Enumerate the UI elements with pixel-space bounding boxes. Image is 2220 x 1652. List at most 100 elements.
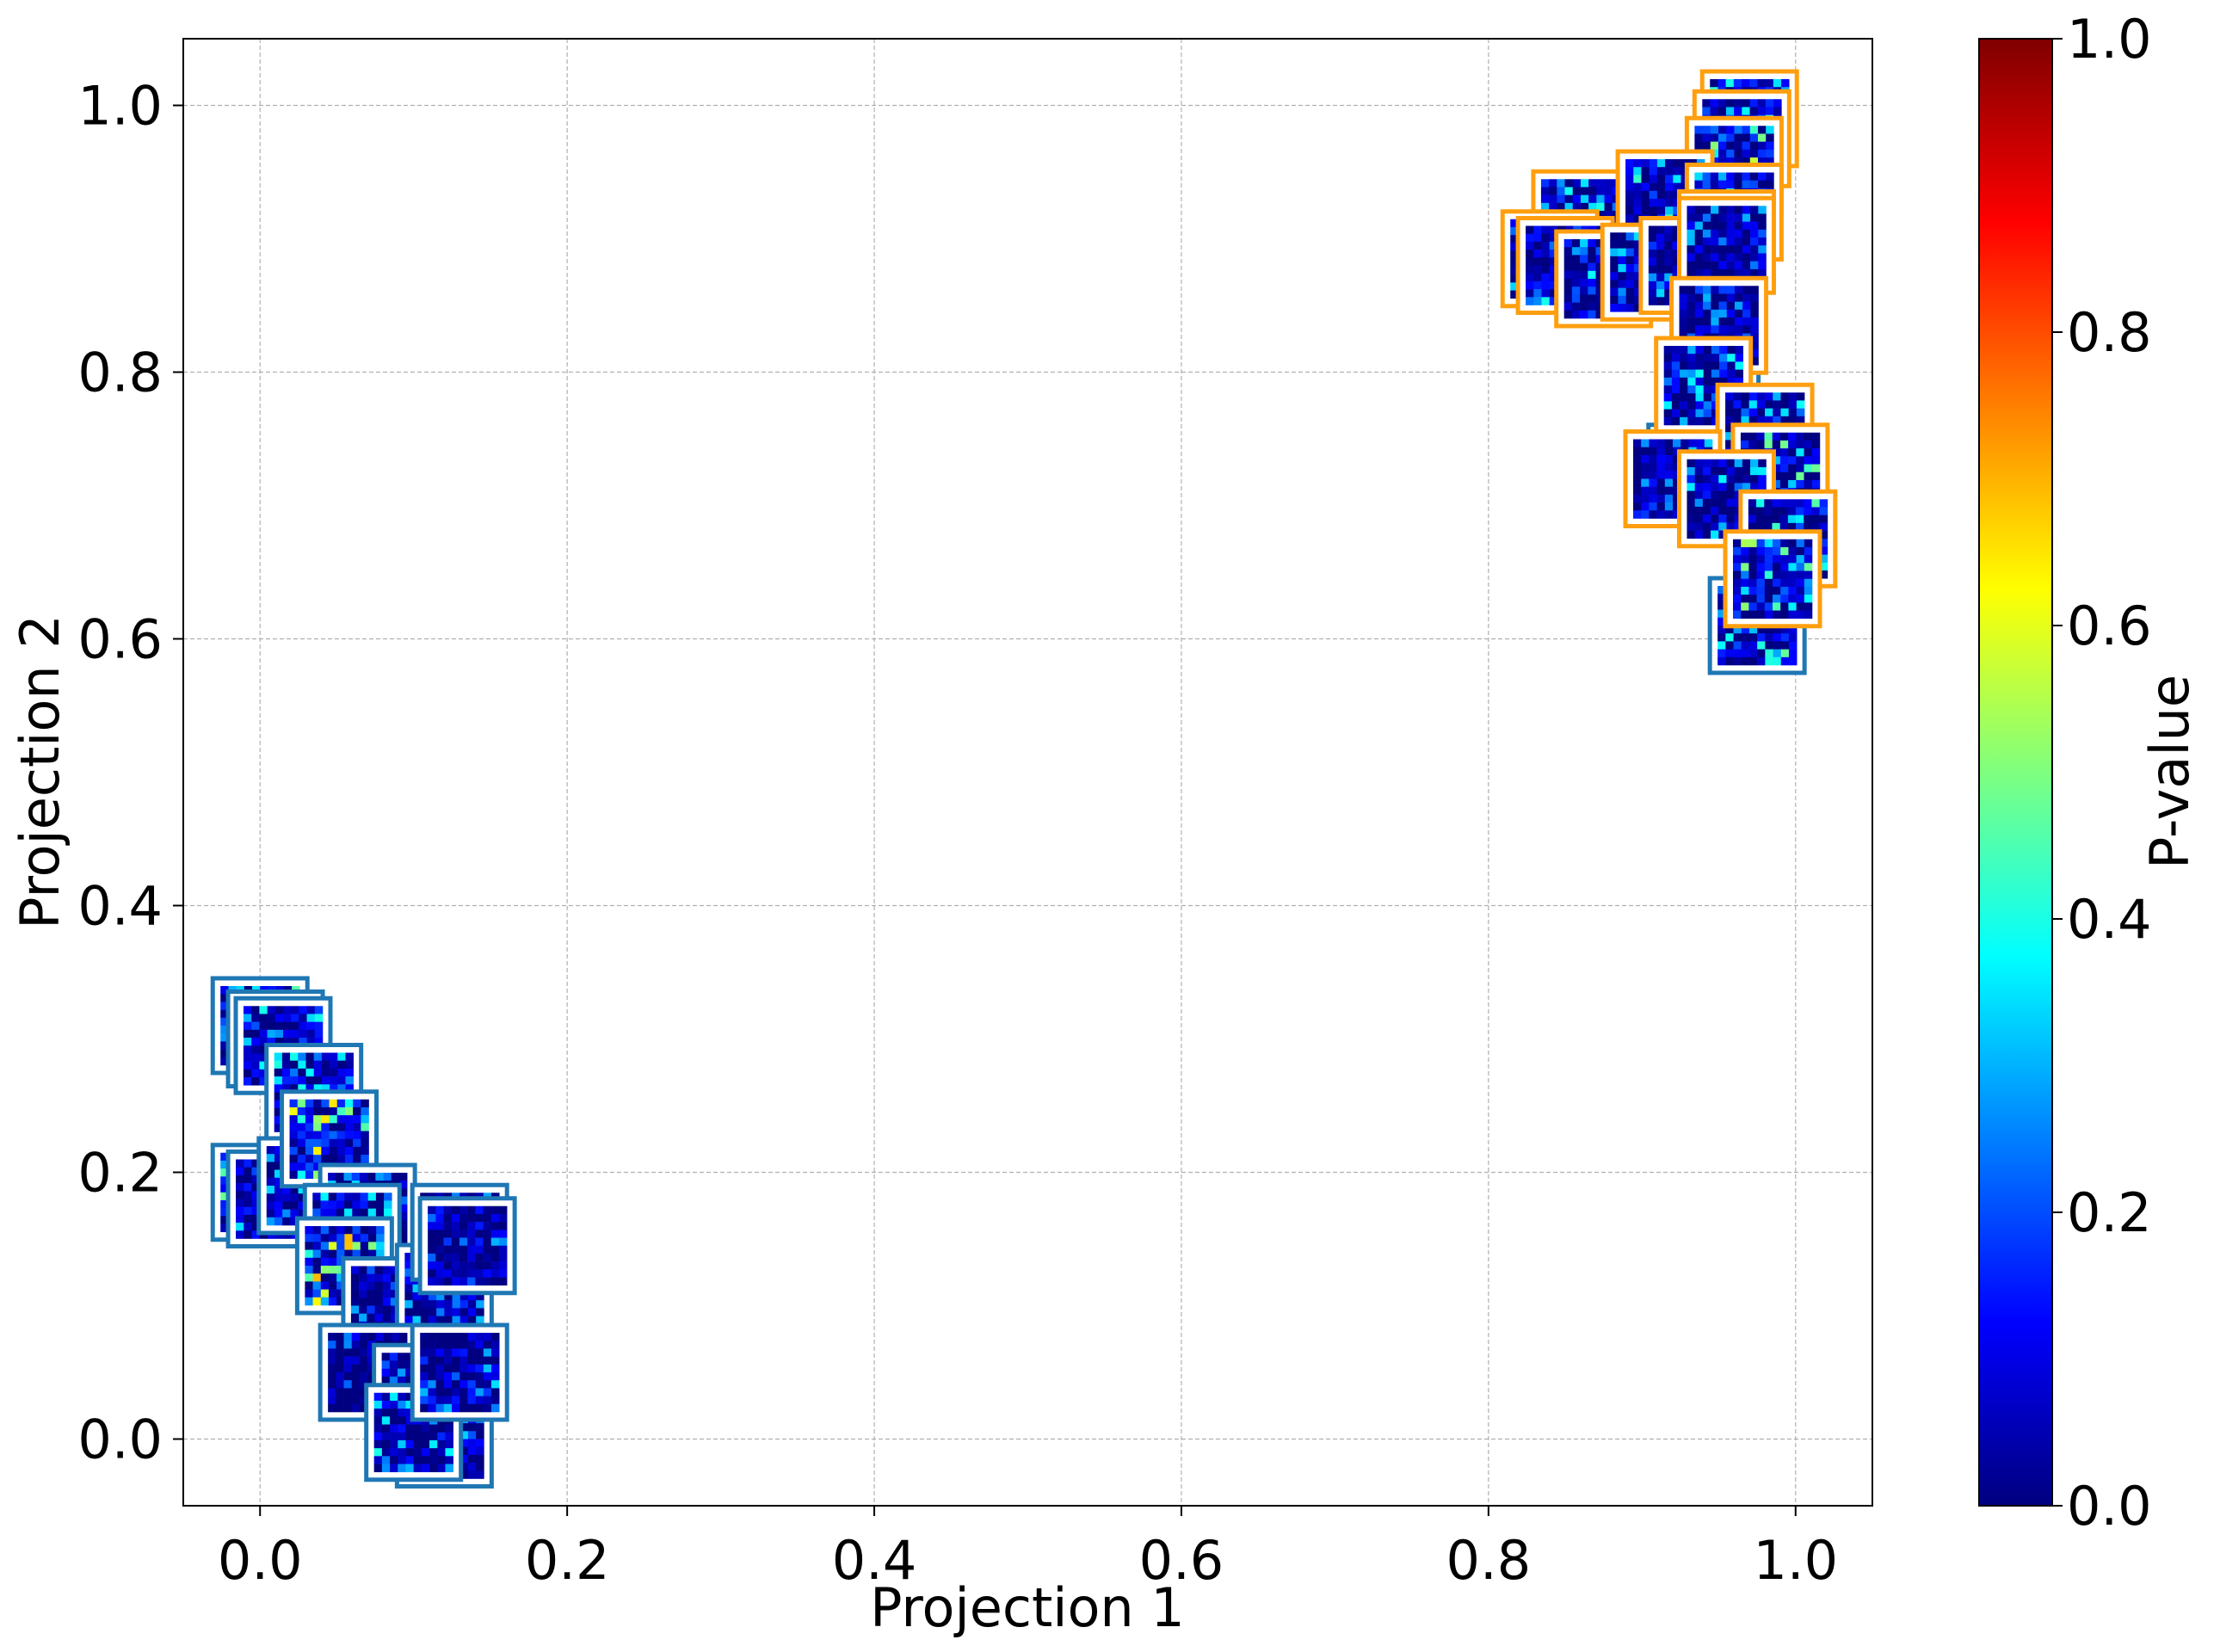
thumbnail-cell <box>1596 179 1605 188</box>
thumbnail-cell <box>1633 190 1642 200</box>
thumbnail-cell <box>244 1214 252 1224</box>
thumbnail-cell <box>274 1186 283 1194</box>
thumbnail-cell <box>1625 280 1635 288</box>
thumbnail-cell <box>1703 293 1711 302</box>
thumbnail-cell <box>459 1292 469 1301</box>
thumbnail-cell <box>274 1116 283 1125</box>
thumbnail-cell <box>1633 287 1643 297</box>
thumbnail-cell <box>1680 385 1688 394</box>
thumbnail-cell <box>1756 602 1766 611</box>
thumbnail-cell <box>1804 499 1812 508</box>
thumbnail-cell <box>359 1333 368 1341</box>
colorbar-tick-label: 0.4 <box>2067 888 2152 951</box>
thumbnail-cell <box>1633 447 1642 456</box>
thumbnail-cell <box>381 1376 391 1385</box>
thumbnail-cell <box>1766 126 1774 134</box>
thumbnail-cell <box>1703 377 1712 386</box>
thumbnail-cell <box>452 1300 461 1309</box>
thumbnail-cell <box>1749 141 1759 151</box>
thumbnail-cell <box>1595 287 1605 295</box>
thumbnail-cell <box>1764 602 1773 611</box>
thumbnail-cell <box>1780 626 1790 634</box>
thumbnail-cell <box>1649 471 1657 479</box>
thumbnail-cell <box>1734 229 1743 238</box>
thumbnail-cell <box>443 1364 453 1373</box>
thumbnail-cell <box>312 1297 322 1306</box>
y-tick-label: 0.0 <box>77 1409 163 1471</box>
thumbnail-cell <box>312 1249 322 1259</box>
thumbnail-cell <box>1680 393 1688 402</box>
thumbnail-cell <box>467 1261 476 1270</box>
thumbnail-cell <box>404 1268 413 1277</box>
thumbnail-cell <box>1764 440 1773 449</box>
thumbnail-cell <box>1742 229 1751 238</box>
thumbnail-cell <box>1758 475 1767 484</box>
thumbnail-cell <box>1796 479 1804 489</box>
thumbnail-cell <box>361 1123 369 1131</box>
thumbnail-cell <box>1757 180 1767 189</box>
thumbnail-cell <box>1702 498 1711 508</box>
thumbnail-cell <box>1641 182 1650 192</box>
thumbnail-cell <box>1571 247 1581 256</box>
thumbnail-cell <box>266 1193 275 1202</box>
thumbnail-cell <box>1625 159 1634 168</box>
thumbnail-cell <box>328 1364 336 1373</box>
thumbnail-cell <box>1788 563 1797 571</box>
thumbnail-cell <box>266 1177 275 1187</box>
thumbnail-cell <box>1735 346 1743 354</box>
thumbnail-cell <box>336 1226 345 1235</box>
thumbnail-cell <box>1733 656 1742 666</box>
thumbnail-cell <box>297 1170 306 1180</box>
thumbnail-cell <box>1765 633 1773 642</box>
thumbnail-cell <box>451 1205 460 1215</box>
thumbnail-cell <box>329 1123 338 1131</box>
thumbnail-cell <box>381 1456 391 1464</box>
thumbnail-cell <box>361 1138 369 1148</box>
thumbnail-cell <box>1725 432 1734 441</box>
thumbnail-cell <box>359 1305 367 1314</box>
thumbnail-cell <box>1563 239 1573 248</box>
thumbnail-cell <box>1717 107 1727 115</box>
thumbnail-cell <box>1663 393 1673 402</box>
thumbnail-cell <box>420 1380 429 1389</box>
thumbnail-cell <box>361 1106 369 1116</box>
thumbnail-cell <box>344 1131 354 1140</box>
thumbnail-cell <box>1702 126 1711 134</box>
thumbnail-cell <box>251 1214 260 1224</box>
thumbnail-cell <box>1580 270 1588 280</box>
thumbnail-cell <box>1510 235 1519 243</box>
thumbnail-cell <box>1673 486 1681 496</box>
thumbnail-cell <box>266 1154 275 1162</box>
thumbnail-cell <box>1796 440 1804 449</box>
thumbnail-cell <box>475 1230 484 1238</box>
thumbnail-cell <box>336 1115 346 1124</box>
thumbnail-cell <box>1663 369 1673 379</box>
thumbnail-cell <box>1695 385 1704 394</box>
thumbnail-cell <box>1571 302 1581 311</box>
thumbnail-cell <box>1604 202 1613 212</box>
thumbnail-cell <box>1694 245 1704 254</box>
thumbnail-cell <box>1664 280 1673 290</box>
thumbnail-cell <box>1757 157 1767 166</box>
thumbnail-cell <box>329 1099 338 1108</box>
thumbnail-cell <box>328 1200 337 1209</box>
thumbnail-cell <box>1687 286 1696 294</box>
thumbnail-cell <box>360 1242 369 1250</box>
thumbnail-cell <box>1533 241 1542 250</box>
thumbnail-cell <box>1764 570 1773 580</box>
thumbnail-cell <box>1679 301 1688 311</box>
thumbnail-cell <box>1718 506 1727 515</box>
thumbnail-cell <box>398 1353 406 1361</box>
thumbnail-cell <box>398 1400 406 1409</box>
thumbnail-cell <box>251 1053 260 1062</box>
thumbnail-cell <box>1766 180 1774 189</box>
thumbnail-cell <box>1788 440 1797 449</box>
colorbar-tick-label: 0.2 <box>2067 1181 2152 1244</box>
thumbnail-cell <box>1748 392 1758 401</box>
thumbnail-cell <box>390 1298 399 1306</box>
thumbnail-cell <box>1711 301 1719 311</box>
thumbnail-cell <box>337 1052 346 1061</box>
thumbnail-cell <box>443 1348 453 1357</box>
thumbnail-cell <box>420 1388 429 1396</box>
